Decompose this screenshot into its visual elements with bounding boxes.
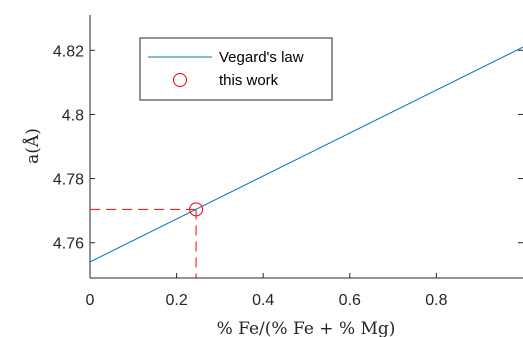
x-tick-label: 0.4 [252, 292, 274, 309]
x-tick-label: 0.6 [339, 292, 361, 309]
legend: Vegard's law this work [139, 37, 333, 101]
legend-vegard-label: Vegard's law [219, 49, 304, 66]
x-tick-label: 0 [86, 292, 95, 309]
vegard-law-line [89, 46, 523, 263]
x-tick-label: 0.8 [425, 292, 447, 309]
x-tick-label: 0.2 [165, 292, 187, 309]
this-work-point [189, 202, 204, 217]
legend-this-work-label: this work [219, 72, 279, 89]
chart-marks: 0 0.2 0.4 0.6 0.8 4.76 4.78 4.8 4.82 [53, 15, 523, 309]
y-tick-label: 4.8 [62, 107, 84, 124]
y-axis-label: a(Å) [22, 128, 43, 164]
legend-box [139, 37, 333, 101]
y-tick-label: 4.76 [53, 236, 84, 253]
x-axis-label: % Fe/(% Fe + % Mg) [217, 319, 396, 337]
legend-this-work-marker [173, 73, 187, 87]
y-tick-label: 4.82 [53, 43, 84, 60]
y-tick-label: 4.78 [53, 172, 84, 189]
